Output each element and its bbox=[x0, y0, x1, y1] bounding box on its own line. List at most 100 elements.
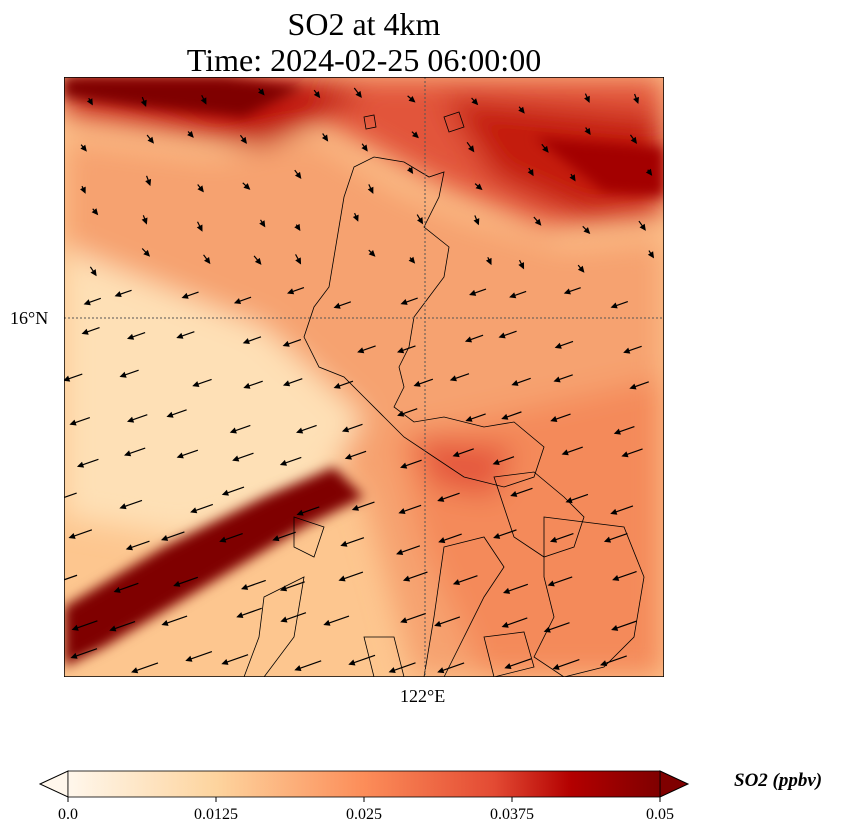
wind-arrow-head bbox=[344, 453, 352, 460]
wind-arrow-head bbox=[229, 427, 237, 434]
wind-arrow-head bbox=[71, 624, 79, 631]
wind-arrow-head bbox=[83, 299, 91, 306]
wind-arrow-head bbox=[400, 298, 408, 305]
longitude-label: 122°E bbox=[400, 686, 446, 706]
wind-arrow-head bbox=[69, 419, 77, 426]
wind-arrow-head bbox=[549, 536, 558, 543]
wind-arrow-head bbox=[124, 450, 132, 457]
colorbar-tick: 0.0375 bbox=[490, 806, 534, 823]
wind-arrow-head bbox=[147, 136, 154, 144]
wind-arrow-head bbox=[91, 208, 99, 216]
wind-arrow-head bbox=[254, 257, 262, 265]
wind-arrow-head bbox=[352, 214, 359, 222]
wind-arrow-head bbox=[612, 574, 620, 581]
wind-arrow-head bbox=[166, 411, 174, 418]
wind-arrow-head bbox=[357, 347, 365, 354]
wind-arrow-head bbox=[561, 449, 569, 456]
wind-arrow-head bbox=[204, 256, 211, 265]
wind-arrow-head bbox=[126, 333, 135, 340]
coastline bbox=[243, 111, 645, 677]
wind-arrow-head bbox=[176, 452, 184, 459]
wind-arrow-head bbox=[565, 497, 573, 504]
wind-arrow-head bbox=[348, 659, 356, 666]
wind-arrow-head bbox=[367, 186, 374, 194]
wind-arrow-head bbox=[176, 332, 184, 339]
title-line-2: Time: 2024-02-25 06:00:00 bbox=[186, 42, 542, 78]
wind-arrow-head bbox=[471, 98, 479, 106]
wind-arrow-head bbox=[80, 186, 86, 194]
wind-arrow-head bbox=[287, 288, 295, 295]
wind-arrow-head bbox=[501, 413, 509, 420]
wind-arrow-head bbox=[452, 579, 461, 586]
wind-arrow-head bbox=[321, 134, 329, 142]
wind-arrow-head bbox=[492, 459, 500, 466]
wind-arrow-head bbox=[351, 504, 359, 511]
colorbar bbox=[38, 770, 690, 802]
wind-arrow-head bbox=[68, 532, 76, 539]
wind-arrow-head bbox=[272, 535, 280, 542]
wind-arrow-head bbox=[542, 145, 549, 153]
wind-arrow-head bbox=[396, 347, 405, 354]
wind-arrow-head bbox=[185, 655, 193, 662]
wind-arrow-head bbox=[630, 136, 638, 144]
wind-arrow-head bbox=[181, 292, 189, 299]
wind-arrow-head bbox=[240, 583, 249, 590]
wind-arrow-head bbox=[633, 96, 639, 104]
colorbar-tick: 0.05 bbox=[646, 806, 674, 823]
wind-arrow-head bbox=[141, 217, 148, 225]
wind-arrow-head bbox=[629, 383, 637, 390]
wind-arrow-head bbox=[468, 145, 475, 153]
wind-arrow-head bbox=[294, 223, 301, 232]
wind-arrow-head bbox=[452, 451, 460, 458]
wind-arrow-head bbox=[610, 302, 618, 309]
colorbar-label: SO2 (ppbv) bbox=[734, 770, 823, 791]
wind-arrow-head bbox=[243, 382, 251, 389]
wind-arrow-head bbox=[160, 535, 169, 541]
wind-arrow-head bbox=[639, 223, 646, 231]
wind-arrow-head bbox=[534, 218, 542, 226]
wind-arrow-head bbox=[187, 130, 194, 138]
wind-arrow-head bbox=[413, 380, 421, 387]
wind-arrow-head bbox=[475, 183, 483, 191]
wind-arrow-head bbox=[145, 178, 152, 187]
wind-arrow-head bbox=[621, 451, 629, 458]
wind-arrow-head bbox=[434, 620, 442, 627]
wind-arrow-head bbox=[295, 257, 302, 265]
wind-arrow-head bbox=[125, 544, 133, 551]
wind-arrow-head bbox=[510, 490, 518, 497]
wind-arrow-head bbox=[143, 249, 151, 257]
wind-arrow-head bbox=[243, 183, 251, 190]
wind-arrow-head bbox=[76, 461, 85, 468]
wind-arrow-head bbox=[197, 185, 204, 193]
title-line-1: SO2 at 4km bbox=[287, 6, 441, 42]
wind-arrow-head bbox=[408, 95, 416, 103]
wind-arrow-head bbox=[406, 166, 414, 174]
wind-arrow-head bbox=[219, 536, 227, 543]
wind-arrow-head bbox=[131, 667, 139, 674]
wind-arrow-head bbox=[333, 302, 341, 309]
wind-arrow-head bbox=[340, 540, 348, 547]
wind-arrow-head bbox=[368, 249, 376, 257]
colorbar-tick: 0.025 bbox=[346, 806, 382, 823]
wind-arrow-head bbox=[469, 289, 477, 296]
wind-arrow-head bbox=[70, 652, 78, 659]
wind-arrow-head bbox=[313, 91, 321, 99]
wind-arrow-head bbox=[86, 98, 93, 106]
wind-arrow-head bbox=[192, 381, 200, 387]
wind-arrow-head bbox=[547, 580, 555, 587]
wind-arrow-head bbox=[396, 549, 404, 556]
wind-arrow-head bbox=[173, 580, 181, 587]
wind-arrow-head bbox=[240, 136, 247, 144]
wind-arrow-head bbox=[464, 336, 473, 343]
wind-arrow-head bbox=[563, 288, 571, 295]
wind-arrow-head bbox=[449, 375, 457, 382]
so2-map bbox=[64, 77, 664, 677]
wind-arrow-head bbox=[647, 251, 655, 259]
wind-arrow-head bbox=[408, 256, 416, 264]
wind-arrow-head bbox=[402, 575, 411, 582]
wind-arrow-head bbox=[465, 415, 473, 422]
wind-arrow-head bbox=[341, 426, 350, 433]
wind-arrow-head bbox=[221, 658, 229, 665]
wind-arrow-head bbox=[114, 291, 122, 298]
wind-arrow-head bbox=[485, 257, 492, 266]
